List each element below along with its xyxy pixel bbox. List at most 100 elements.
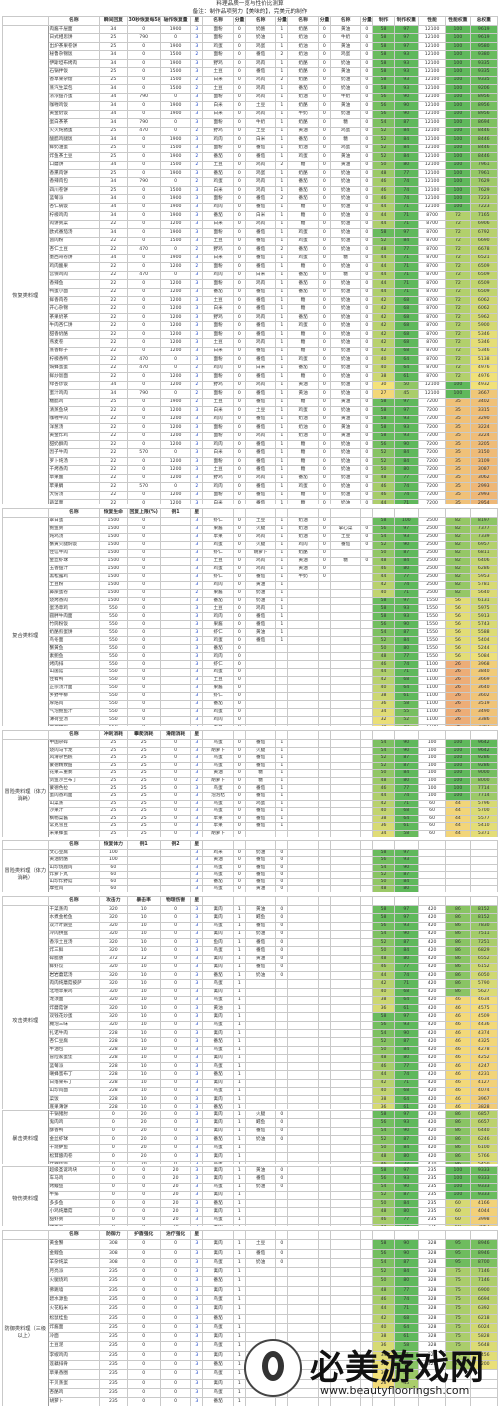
cell-value: 0: [232, 185, 246, 196]
cell-value: [329, 1095, 362, 1105]
cell-value: 35: [445, 456, 471, 467]
cell-value: 68: [393, 321, 419, 331]
cell-value: 野鸡: [202, 245, 234, 255]
cell-value: 番茄: [202, 1313, 234, 1324]
column-header: 性能权重: [445, 16, 471, 26]
cell-value: 328: [417, 1257, 447, 1269]
cell-value: 野鸡: [202, 126, 234, 137]
cell-value: 鸡肉: [244, 160, 277, 170]
cell-value: 68: [393, 1313, 419, 1324]
category-label: 恢复类料理: [2, 25, 49, 504]
cell-value: 6246: [469, 1135, 498, 1145]
cell-value: 86: [445, 1152, 471, 1162]
cell-value: 0: [126, 219, 161, 230]
cell-value: 8694: [469, 118, 498, 128]
cell-value: 72: [445, 287, 471, 298]
cell-value: 0: [232, 397, 246, 408]
cell-value: 奶油: [329, 490, 362, 501]
cell-value: [360, 885, 374, 892]
cell-value: 0: [159, 814, 192, 824]
cell-value: [317, 580, 331, 590]
cell-value: 9333: [469, 1182, 498, 1192]
cell-value: 86: [445, 1143, 471, 1154]
cell-value: 470: [126, 363, 161, 374]
cell-value: 3: [190, 822, 204, 831]
cell-value: 0: [159, 270, 192, 281]
cell-value: 5371: [469, 829, 498, 837]
table-row: 炖鸡汤 1500 0 3 苹果 0 鸡肉 1 奶油 0 土豆 0 54 93 2500 82 7339: [3, 532, 498, 542]
cell-value: [275, 1207, 289, 1217]
cell-value: 25: [99, 75, 128, 86]
cell-value: 0: [126, 684, 161, 693]
cell-value: 58: [372, 397, 395, 408]
cell-value: 6152: [469, 962, 498, 973]
category-label: 冒险类料理（体力消耗）: [2, 738, 49, 837]
cell-value: 25: [99, 397, 128, 408]
dish-name: 咖喱鸡饭: [47, 101, 101, 111]
cell-value: 0: [232, 776, 246, 786]
cell-value: 52: [372, 870, 395, 880]
cell-value: 0: [360, 185, 374, 196]
cell-value: 7200: [417, 499, 447, 504]
dish-name: 冒险家蛋堡: [47, 1053, 101, 1064]
cell-value: 番茄: [202, 699, 234, 709]
table-row: 口蘑饼 34 0 1500 2 土豆 0 鸡肉 2 糖 0 黄油 0 50 80 12100 100 7961: [3, 160, 498, 170]
cell-value: 1: [275, 769, 289, 778]
cell-value: 9286: [469, 761, 498, 771]
cell-value: 328: [417, 1304, 447, 1315]
cell-value: 番茄: [202, 1198, 234, 1209]
cell-value: 97: [393, 524, 419, 534]
cell-value: 3: [190, 938, 204, 948]
cell-value: 3: [190, 814, 204, 824]
cell-value: 1900: [159, 41, 192, 52]
cell-value: [329, 1086, 362, 1097]
dish-name: 宫保鸡肉: [47, 270, 101, 281]
table-row: 火火炖猪蛋 25 470 0 2 野鸡 0 土豆 1 黄油 0 鸡蛋 0 52 84 12100 100 8446: [3, 126, 498, 137]
cell-value: 0: [159, 784, 192, 793]
cell-value: 46: [445, 1012, 471, 1022]
cell-value: 71: [393, 253, 419, 264]
dish-name: 日式相思饼: [47, 33, 101, 43]
cell-value: 0: [232, 465, 246, 475]
cell-value: 82: [445, 572, 471, 582]
cell-value: [159, 684, 192, 693]
cell-value: 20: [159, 1207, 192, 1217]
cell-value: 54: [372, 929, 395, 940]
cell-value: [287, 636, 319, 646]
cell-value: 1: [232, 1276, 246, 1287]
cell-value: 0: [126, 160, 161, 170]
cell-value: 0: [126, 1207, 161, 1217]
cell-value: 1: [275, 628, 289, 638]
cell-value: [126, 863, 161, 872]
cell-value: 0: [232, 329, 246, 340]
cell-value: 60: [99, 870, 128, 880]
cell-value: 鸡肉: [244, 564, 277, 574]
cell-value: 鸟蛋: [202, 761, 234, 771]
cell-value: 黄油: [244, 954, 277, 964]
cell-value: 68: [393, 807, 419, 816]
cell-value: 0: [126, 1166, 161, 1176]
cell-value: 0: [317, 499, 331, 504]
cell-value: 235: [417, 1190, 447, 1201]
cell-value: 0: [159, 979, 192, 989]
dish-name: 咖喱牛肉: [47, 414, 101, 425]
cell-value: 100: [445, 194, 471, 204]
cell-value: 1: [275, 219, 289, 230]
cell-value: 3: [190, 1198, 204, 1209]
cell-value: 1: [275, 739, 289, 748]
cell-value: 0: [360, 67, 374, 77]
cell-value: 0: [360, 532, 374, 542]
cell-value: 3: [190, 1207, 204, 1217]
cell-value: 黄油: [244, 580, 277, 590]
cell-value: 1: [275, 490, 289, 501]
cell-value: 34: [99, 92, 128, 103]
cell-value: 鸟蛋: [202, 995, 234, 1006]
cell-value: 1: [232, 1110, 246, 1120]
header-row: 名称 恢复生命 回复上限(%) 例1 星: [2, 508, 498, 518]
cell-value: 93: [393, 75, 419, 86]
cell-value: [360, 1239, 374, 1250]
dish-name: 罗卜炖汤: [47, 456, 101, 467]
cell-value: 90: [393, 109, 419, 120]
cell-value: 58: [372, 1239, 395, 1250]
cell-value: 0: [159, 482, 192, 492]
